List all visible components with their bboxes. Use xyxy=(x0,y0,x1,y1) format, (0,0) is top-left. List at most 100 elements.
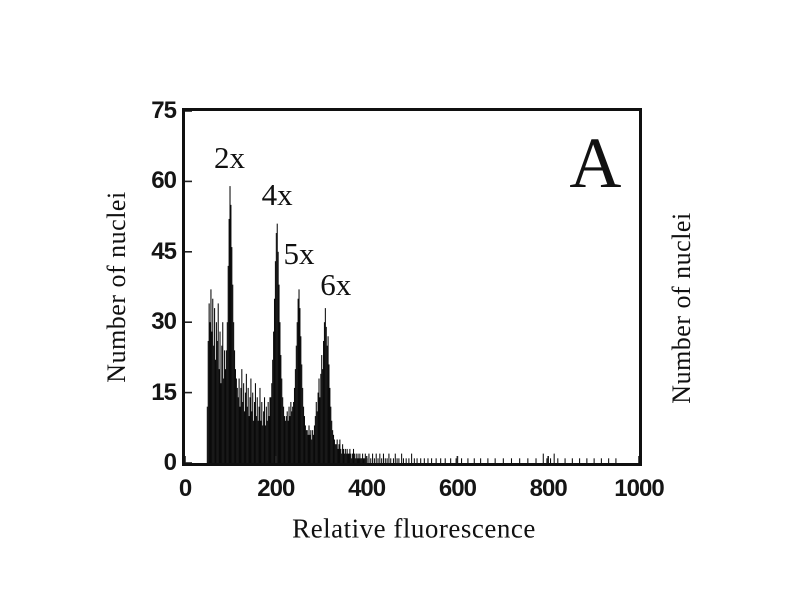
histogram-canvas xyxy=(185,111,639,463)
y-axis-title-left: Number of nuclei xyxy=(102,191,131,383)
histogram-bar xyxy=(323,322,325,463)
histogram-bar xyxy=(281,378,283,463)
histogram-bar xyxy=(359,453,361,463)
histogram-bar xyxy=(431,458,433,463)
histogram-bar xyxy=(303,416,305,463)
histogram-bar xyxy=(382,453,384,463)
histogram-bar xyxy=(256,397,258,463)
histogram-bar xyxy=(600,458,602,463)
histogram-bar xyxy=(317,392,319,463)
histogram-bar xyxy=(348,453,350,463)
histogram-bar xyxy=(510,458,513,463)
histogram-bar xyxy=(285,416,287,463)
histogram-bar xyxy=(244,392,246,463)
histogram-bar xyxy=(375,453,377,463)
histogram-bar xyxy=(480,458,482,463)
histogram-bar xyxy=(356,458,358,463)
histogram-bar xyxy=(210,289,212,463)
histogram-bar xyxy=(370,458,372,463)
histogram-bar xyxy=(264,425,266,463)
histogram-bar xyxy=(232,284,234,463)
histogram-bar xyxy=(553,453,555,463)
histogram-bar xyxy=(396,458,398,463)
histogram-bar xyxy=(228,218,230,463)
histogram-bar xyxy=(355,453,357,463)
histogram-bar xyxy=(223,378,225,463)
histogram-bar xyxy=(372,453,374,463)
histogram-bar xyxy=(615,458,617,463)
histogram-bar xyxy=(226,322,228,463)
histogram-bar xyxy=(294,369,296,463)
histogram-bar xyxy=(353,453,355,463)
x-tick-label-1000: 1000 xyxy=(614,475,664,502)
histogram-bar xyxy=(334,444,336,463)
histogram-bar xyxy=(258,406,260,463)
histogram-bar xyxy=(289,416,291,463)
histogram-bar xyxy=(373,458,375,463)
histogram-bar xyxy=(259,387,261,463)
histogram-bar xyxy=(313,425,315,463)
histogram-bar xyxy=(241,369,243,463)
histogram-bar xyxy=(222,322,224,463)
histogram-bar xyxy=(342,448,345,463)
histogram-bar xyxy=(304,425,306,463)
histogram-bar xyxy=(298,289,300,463)
histogram-bar xyxy=(265,406,267,463)
histogram-bar xyxy=(238,378,240,463)
y-tick-label-15: 15 xyxy=(151,378,177,406)
histogram-bar xyxy=(279,322,281,463)
histogram-bar xyxy=(270,397,272,463)
histogram-bar xyxy=(338,444,340,463)
histogram-bar xyxy=(211,331,213,463)
histogram-bar xyxy=(368,453,370,463)
histogram-bar xyxy=(239,406,241,463)
histogram-bar xyxy=(450,458,452,463)
histogram-bar xyxy=(309,434,311,463)
histogram-bar xyxy=(350,453,352,463)
histogram-bar xyxy=(384,458,386,463)
histogram-bar xyxy=(326,345,328,463)
histogram-bar xyxy=(263,411,265,463)
y-tick-label-30: 30 xyxy=(151,308,177,336)
histogram-bar xyxy=(225,350,227,463)
histogram-bar xyxy=(257,420,259,463)
y-tick-label-0: 0 xyxy=(163,449,177,476)
histogram-bar xyxy=(308,425,310,463)
histogram-bar xyxy=(323,340,325,463)
histogram-bar xyxy=(331,420,333,463)
histogram-bar xyxy=(280,355,282,463)
histogram-bar xyxy=(271,383,273,463)
histogram-bar xyxy=(206,406,208,463)
histogram-bar xyxy=(269,397,271,463)
histogram-bar xyxy=(401,453,403,463)
histogram-bar xyxy=(413,458,415,463)
histogram-bar xyxy=(251,411,253,463)
x-tick-label-600: 600 xyxy=(438,475,477,502)
histogram-bar xyxy=(435,458,437,463)
histogram-bar xyxy=(240,387,242,463)
histogram-bar xyxy=(207,340,209,463)
histogram-bar xyxy=(494,458,496,463)
histogram-bar xyxy=(339,439,341,463)
histogram-bar xyxy=(608,458,610,463)
histogram-bar xyxy=(278,284,280,463)
histogram-bar xyxy=(213,345,215,463)
histogram-bar xyxy=(290,401,292,463)
histogram-bar xyxy=(305,430,307,463)
histogram-bar xyxy=(220,383,222,463)
histogram-bar xyxy=(364,453,366,463)
histogram-bar xyxy=(557,458,559,463)
histogram-bar xyxy=(381,458,383,463)
histogram-bar xyxy=(487,458,489,463)
histogram-bar xyxy=(255,416,257,463)
histogram-bar xyxy=(346,448,348,463)
histogram-bar xyxy=(287,420,289,463)
histogram-bar xyxy=(291,411,293,463)
histogram-bar xyxy=(527,458,529,463)
x-tick-label-0: 0 xyxy=(178,475,192,502)
histogram-bar xyxy=(330,406,332,463)
histogram-bar xyxy=(268,416,270,463)
histogram-bar xyxy=(313,434,315,463)
histogram-bar xyxy=(411,453,413,463)
histogram-bar xyxy=(311,439,313,463)
